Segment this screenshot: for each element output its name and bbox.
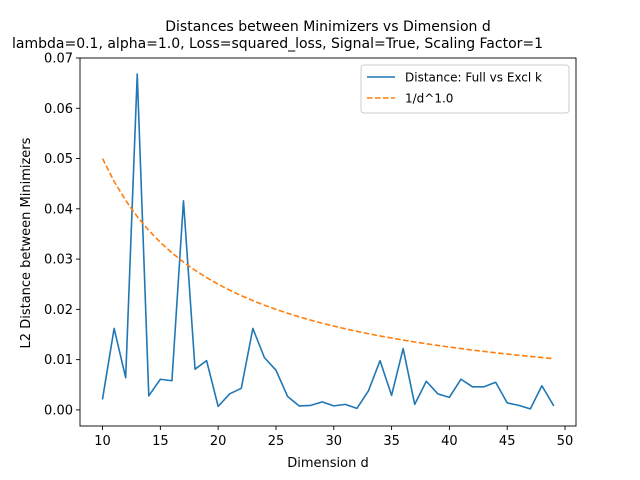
- y-tick-label: 0.01: [44, 353, 73, 368]
- y-axis-label: L2 Distance between Minimizers: [19, 137, 34, 348]
- plot-area: 10 15 20 25 30 35 40 45 50 0.00 0.01 0.02 0.03 0.04 0.…: [44, 52, 577, 449]
- x-tick-label: 30: [326, 434, 343, 449]
- x-tick-label: 10: [94, 434, 111, 449]
- axes-frame: [79, 57, 577, 427]
- chart-title: Distances between Minimizers vs Dimensio…: [165, 19, 490, 35]
- series-line-2: [101, 158, 554, 360]
- x-axis-label: Dimension d: [287, 456, 369, 471]
- x-tick-label: 45: [499, 434, 516, 449]
- legend-box: [360, 64, 570, 114]
- chart-subtitle: lambda=0.1, alpha=1.0, Loss=squared_loss…: [12, 36, 543, 52]
- y-tick-label: 0.00: [44, 403, 73, 418]
- x-tick-label: 20: [210, 434, 227, 449]
- x-tick-label: 40: [441, 434, 458, 449]
- x-tick-label: 35: [383, 434, 400, 449]
- series-line-1: [101, 73, 555, 410]
- x-tick-label: 50: [557, 434, 574, 449]
- legend-label-2: 1/d^1.0: [405, 92, 453, 106]
- y-tick-label: 0.07: [44, 52, 73, 67]
- y-tick-label: 0.06: [44, 102, 73, 117]
- legend: Distance: Full vs Excl k 1/d^1.0: [360, 64, 570, 114]
- legend-label-1: Distance: Full vs Excl k: [405, 71, 542, 85]
- y-tick-label: 0.02: [44, 303, 73, 318]
- x-tick-label: 15: [152, 434, 169, 449]
- y-tick-label: 0.03: [44, 253, 73, 268]
- y-tick-label: 0.04: [44, 202, 73, 217]
- y-tick-label: 0.05: [44, 152, 73, 167]
- x-tick-label: 25: [268, 434, 285, 449]
